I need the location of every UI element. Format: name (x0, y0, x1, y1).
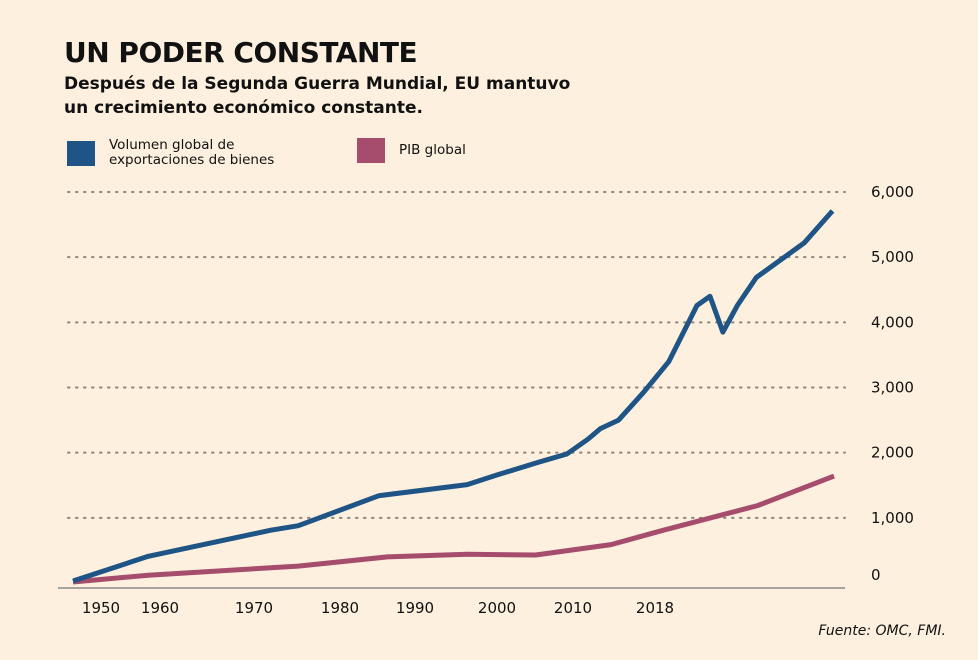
legend-item-exports: Volumen global de exportaciones de biene… (67, 138, 274, 168)
y-tick-label: 2,000 (871, 444, 914, 462)
y-tick-label: 6,000 (871, 183, 914, 201)
legend-item-gdp: PIB global (357, 138, 466, 163)
x-tick-label: 2000 (478, 599, 516, 617)
source-note: Fuente: OMC, FMI. (818, 623, 946, 639)
legend-label-line2: exportaciones de bienes (109, 152, 275, 168)
y-tick-label: 4,000 (871, 313, 914, 331)
y-axis-ticks: 0 1,000 2,000 3,000 4,000 5,000 6,000 (871, 183, 914, 584)
y-tick-label: 1,000 (871, 509, 914, 527)
x-tick-label: 1970 (235, 599, 273, 617)
y-tick-label: 3,000 (871, 379, 914, 397)
x-axis-ticks: 1950 1960 1970 1980 1990 2000 2010 2018 (82, 599, 674, 617)
legend-swatch-exports (67, 140, 95, 166)
x-tick-label: 1980 (321, 599, 359, 617)
series-line-exports (72, 209, 835, 584)
legend-label-gdp: PIB global (399, 142, 466, 158)
y-tick-label: 0 (871, 566, 881, 584)
legend-label-line1: Volumen global de (109, 137, 235, 153)
x-tick-label: 2018 (636, 599, 674, 617)
x-tick-label: 1960 (141, 599, 179, 617)
y-tick-label: 5,000 (871, 248, 914, 266)
legend-label-exports: Volumen global de exportaciones de biene… (109, 138, 274, 168)
x-tick-label: 2010 (554, 599, 592, 617)
series-lines (72, 209, 835, 585)
chart-subtitle: Después de la Segunda Guerra Mundial, EU… (64, 74, 571, 118)
chart-title: UN PODER CONSTANTE (64, 36, 418, 69)
x-tick-label: 1990 (396, 599, 434, 617)
x-tick-label: 1950 (82, 599, 120, 617)
gridlines (67, 191, 846, 519)
legend-swatch-gdp (357, 138, 385, 163)
series-line-gdp (72, 473, 835, 585)
